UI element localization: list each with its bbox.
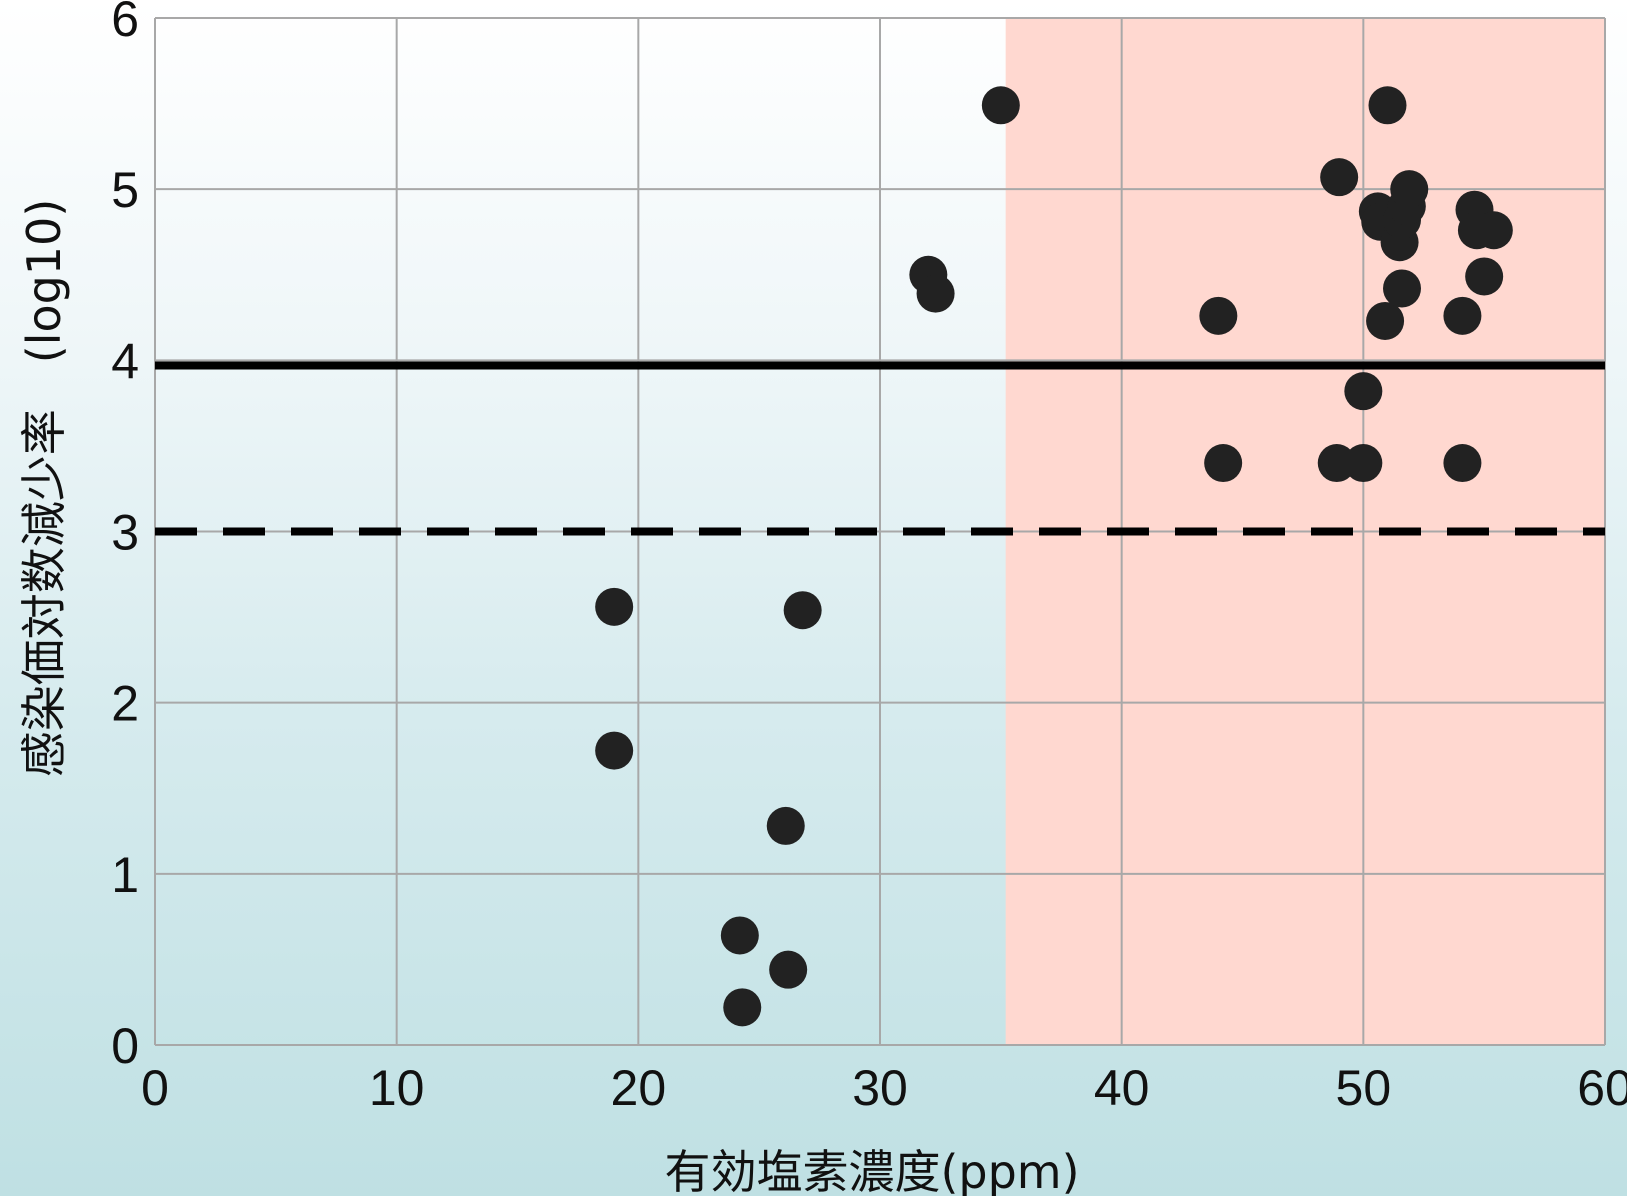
data-point <box>595 731 634 770</box>
x-tick-label: 10 <box>369 1060 425 1116</box>
x-tick-label: 20 <box>611 1060 667 1116</box>
y-tick-label: 6 <box>111 0 139 47</box>
x-tick-label: 40 <box>1094 1060 1150 1116</box>
data-point <box>783 591 822 630</box>
data-point <box>1443 444 1482 483</box>
data-point <box>1474 211 1513 250</box>
y-tick-label: 5 <box>111 162 139 218</box>
data-point <box>1317 444 1356 483</box>
y-tick-labels: 0 1 2 3 4 5 6 <box>111 0 139 1074</box>
data-point <box>1199 296 1238 335</box>
data-point <box>1390 170 1429 209</box>
data-point <box>1368 86 1407 125</box>
data-point <box>1443 296 1482 335</box>
y-tick-label: 3 <box>111 505 139 561</box>
data-point <box>1320 158 1359 197</box>
data-point <box>595 587 634 626</box>
data-point <box>1204 444 1243 483</box>
y-tick-label: 1 <box>111 847 139 903</box>
y-tick-label: 0 <box>111 1018 139 1074</box>
x-tick-label: 50 <box>1336 1060 1392 1116</box>
reference-lines <box>155 361 1605 536</box>
data-point <box>1383 269 1421 308</box>
y-axis-title: 感染価対数減少率 (log10) <box>17 199 71 778</box>
x-axis-title: 有効塩素濃度(ppm) <box>664 1145 1079 1196</box>
data-point <box>1366 301 1405 340</box>
data-point <box>720 916 759 955</box>
x-tick-label: 60 <box>1577 1060 1627 1116</box>
data-point <box>1344 372 1383 411</box>
data-point <box>981 86 1020 125</box>
data-point <box>723 988 762 1027</box>
x-tick-label: 0 <box>141 1060 169 1116</box>
data-point <box>769 950 808 989</box>
y-tick-label: 2 <box>111 676 139 732</box>
data-points <box>595 86 1513 1027</box>
x-tick-labels: 0 10 20 30 40 50 60 <box>141 1060 1627 1116</box>
y-tick-label: 4 <box>111 333 139 389</box>
x-tick-label: 30 <box>852 1060 908 1116</box>
data-point <box>766 806 805 845</box>
data-point <box>916 274 955 313</box>
data-point <box>1465 257 1504 296</box>
data-point <box>1344 444 1383 483</box>
